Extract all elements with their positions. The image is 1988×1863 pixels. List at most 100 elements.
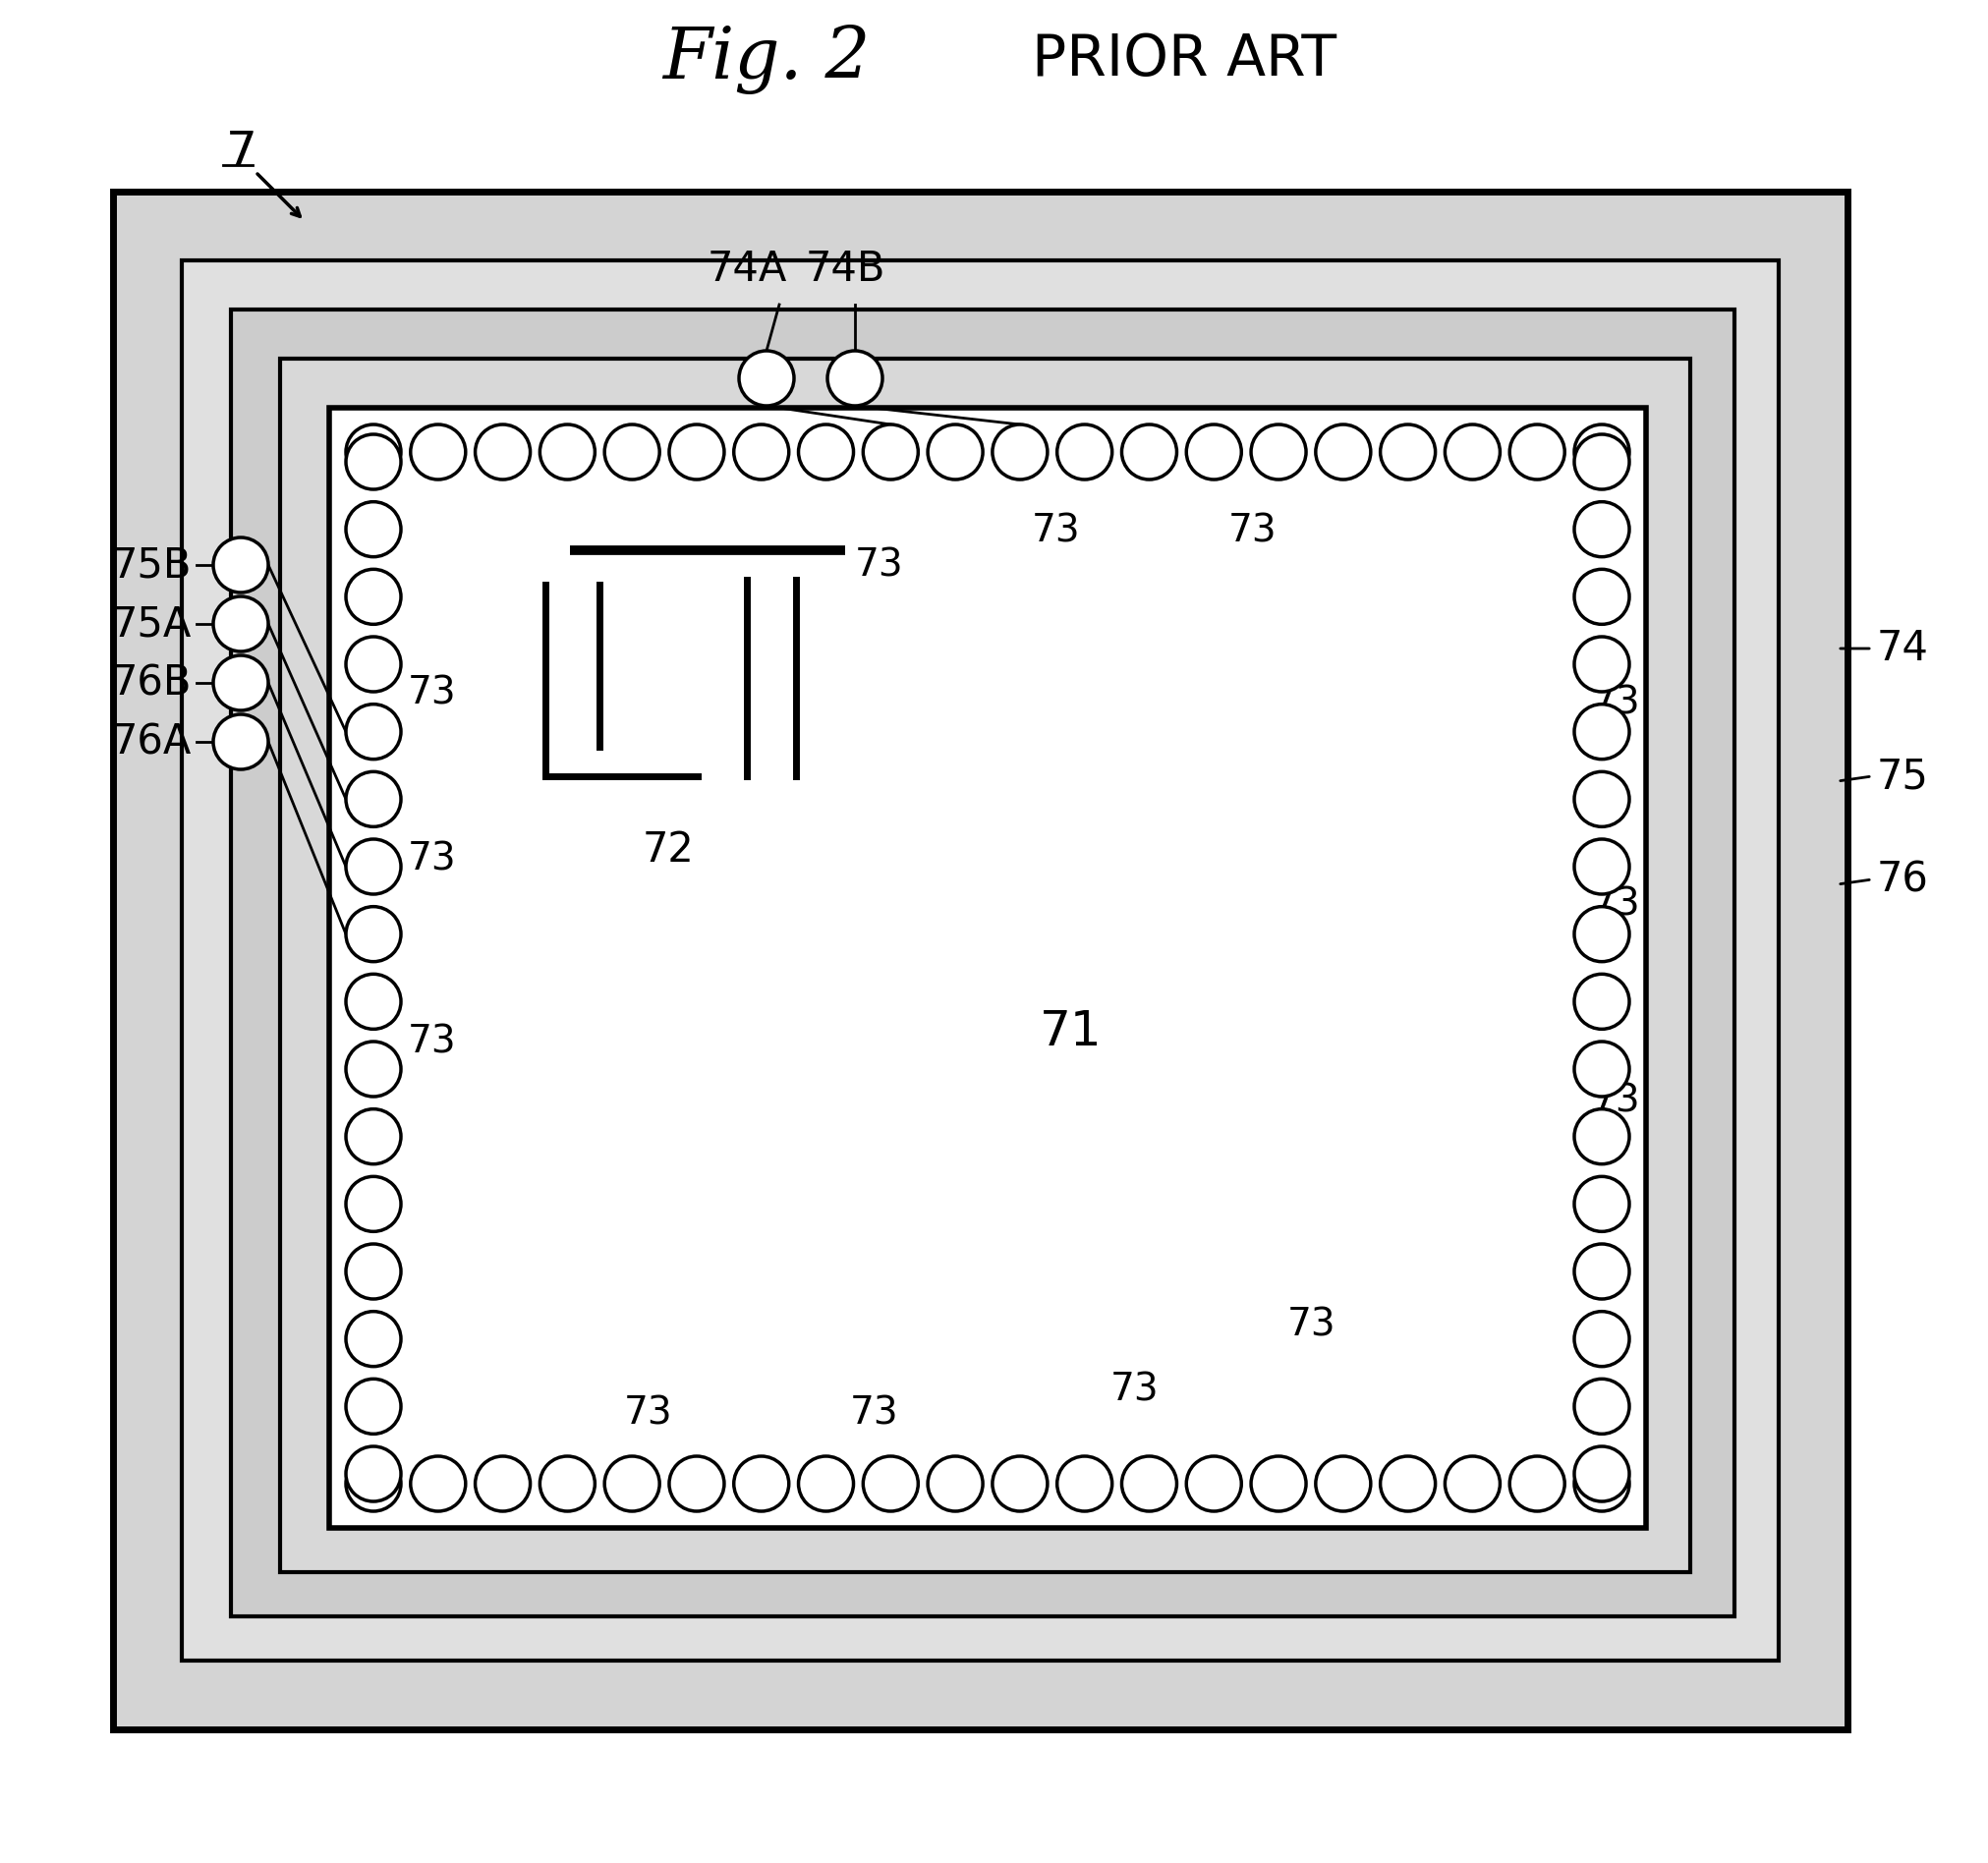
- Bar: [231, 309, 1734, 1617]
- Circle shape: [797, 425, 853, 479]
- Circle shape: [346, 1457, 402, 1511]
- Circle shape: [346, 434, 402, 490]
- Circle shape: [475, 1457, 531, 1511]
- Circle shape: [797, 1457, 853, 1511]
- Circle shape: [1574, 1312, 1628, 1366]
- Text: 73: 73: [624, 1395, 672, 1433]
- Circle shape: [346, 1244, 402, 1299]
- Circle shape: [734, 425, 789, 479]
- Text: 73: 73: [1590, 684, 1640, 721]
- Circle shape: [1574, 425, 1628, 479]
- Circle shape: [1314, 1457, 1370, 1511]
- Bar: [181, 261, 1777, 1660]
- Circle shape: [827, 350, 883, 406]
- Text: 73: 73: [1286, 1306, 1336, 1345]
- Circle shape: [926, 425, 982, 479]
- Circle shape: [410, 425, 465, 479]
- Circle shape: [213, 714, 268, 769]
- Text: 73: 73: [1229, 512, 1276, 550]
- Circle shape: [1056, 425, 1111, 479]
- Circle shape: [1574, 838, 1628, 894]
- Text: 73: 73: [1590, 885, 1640, 922]
- Circle shape: [1314, 425, 1370, 479]
- Circle shape: [1185, 425, 1241, 479]
- Circle shape: [1574, 1446, 1628, 1502]
- Circle shape: [346, 974, 402, 1028]
- Circle shape: [740, 350, 793, 406]
- Circle shape: [863, 425, 918, 479]
- Circle shape: [1250, 425, 1306, 479]
- Text: 73: 73: [855, 546, 903, 583]
- Circle shape: [346, 570, 402, 624]
- Circle shape: [1574, 501, 1628, 557]
- Circle shape: [346, 704, 402, 760]
- Text: 74A: 74A: [706, 248, 787, 291]
- Circle shape: [1250, 1457, 1306, 1511]
- Text: 74B: 74B: [805, 248, 885, 291]
- Bar: [280, 360, 1690, 1572]
- Text: 75B: 75B: [111, 544, 191, 585]
- Circle shape: [1056, 1457, 1111, 1511]
- Circle shape: [346, 1041, 402, 1097]
- Circle shape: [734, 1457, 789, 1511]
- Text: Fig. 2: Fig. 2: [662, 24, 871, 93]
- Circle shape: [1574, 1457, 1628, 1511]
- Circle shape: [346, 771, 402, 827]
- Text: 71: 71: [1040, 1008, 1101, 1054]
- Text: 75A: 75A: [111, 604, 191, 645]
- Circle shape: [346, 1108, 402, 1164]
- Circle shape: [346, 907, 402, 961]
- Bar: [113, 192, 1847, 1729]
- Circle shape: [992, 425, 1048, 479]
- Text: 73: 73: [408, 840, 457, 879]
- Circle shape: [346, 425, 402, 479]
- Circle shape: [346, 1312, 402, 1366]
- Circle shape: [213, 656, 268, 710]
- Text: 7: 7: [227, 129, 256, 175]
- Text: 73: 73: [1590, 1082, 1640, 1120]
- Circle shape: [346, 1379, 402, 1435]
- Circle shape: [1574, 1108, 1628, 1164]
- Circle shape: [1574, 637, 1628, 691]
- Text: 72: 72: [642, 829, 694, 870]
- Circle shape: [1574, 907, 1628, 961]
- Circle shape: [1443, 425, 1499, 479]
- Circle shape: [1574, 771, 1628, 827]
- Circle shape: [1574, 570, 1628, 624]
- Circle shape: [1574, 974, 1628, 1028]
- Circle shape: [926, 1457, 982, 1511]
- Text: 76A: 76A: [111, 721, 191, 762]
- Circle shape: [668, 1457, 724, 1511]
- Circle shape: [410, 1457, 465, 1511]
- Circle shape: [668, 425, 724, 479]
- Circle shape: [1574, 1244, 1628, 1299]
- Circle shape: [604, 425, 660, 479]
- Circle shape: [604, 1457, 660, 1511]
- Circle shape: [1443, 1457, 1499, 1511]
- Circle shape: [475, 425, 531, 479]
- Bar: [330, 408, 1646, 1528]
- Text: 73: 73: [1032, 512, 1079, 550]
- Circle shape: [1574, 1177, 1628, 1231]
- Circle shape: [1574, 434, 1628, 490]
- Text: 73: 73: [408, 674, 457, 712]
- Circle shape: [1380, 425, 1435, 479]
- Text: 73: 73: [408, 1023, 457, 1060]
- Circle shape: [539, 1457, 594, 1511]
- Circle shape: [1574, 1041, 1628, 1097]
- Text: 75: 75: [1877, 756, 1928, 797]
- Circle shape: [346, 637, 402, 691]
- Circle shape: [539, 425, 594, 479]
- Circle shape: [213, 538, 268, 592]
- Text: 73: 73: [849, 1395, 899, 1433]
- Text: 74: 74: [1877, 628, 1928, 669]
- Text: 76B: 76B: [111, 661, 191, 704]
- Text: 76: 76: [1877, 859, 1928, 900]
- Circle shape: [1185, 1457, 1241, 1511]
- Circle shape: [1509, 425, 1565, 479]
- Circle shape: [1121, 1457, 1177, 1511]
- Circle shape: [346, 838, 402, 894]
- Circle shape: [346, 1177, 402, 1231]
- Circle shape: [213, 596, 268, 652]
- Text: PRIOR ART: PRIOR ART: [1032, 32, 1336, 88]
